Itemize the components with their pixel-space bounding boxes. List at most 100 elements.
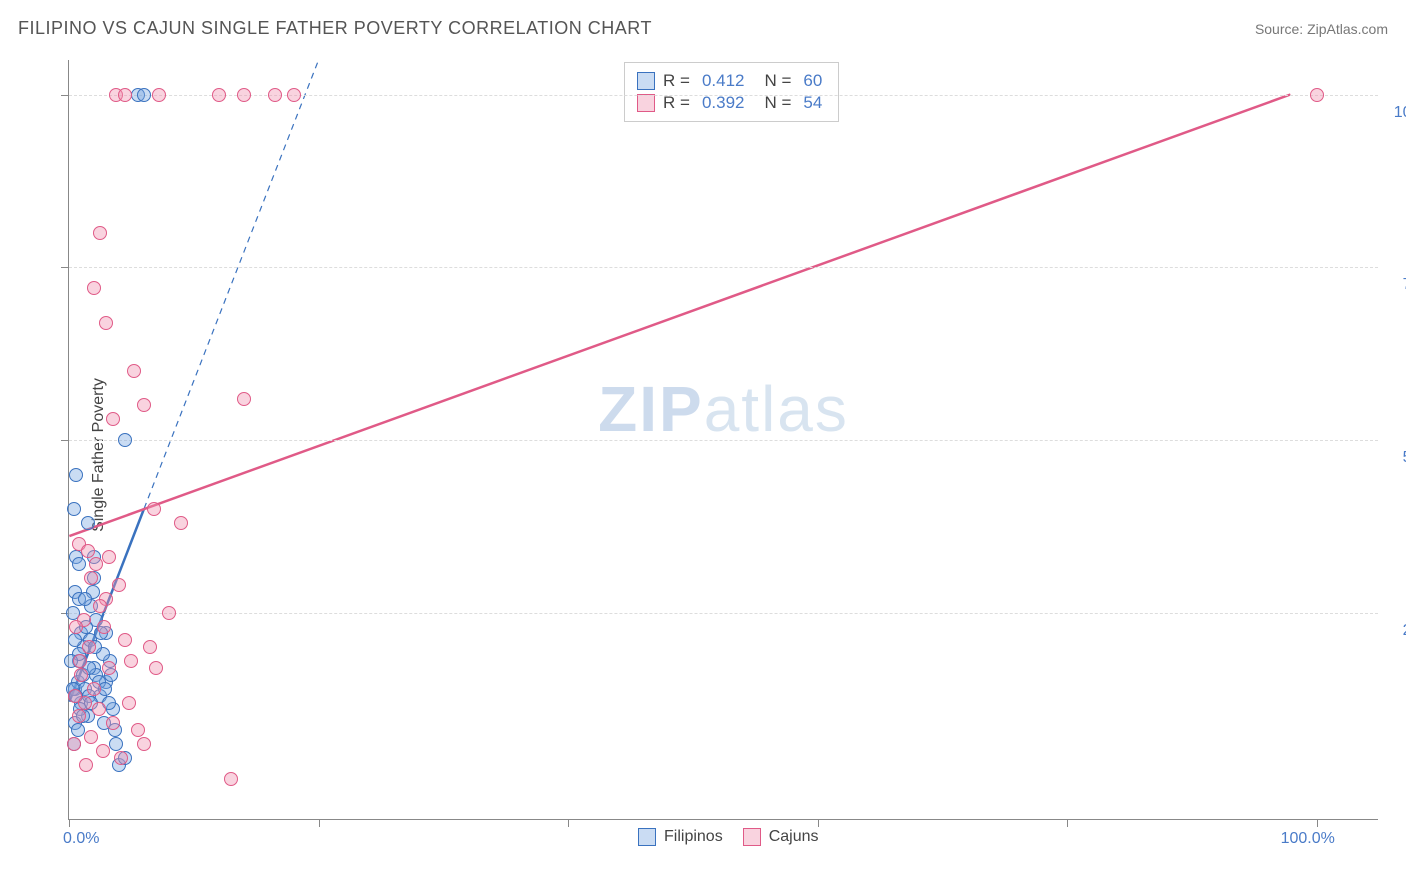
data-point [124,654,138,668]
gridline-h [69,440,1378,441]
data-point [69,689,83,703]
data-point [237,392,251,406]
stat-n-label: N = [764,93,791,113]
data-point [72,557,86,571]
data-point [109,737,123,751]
data-point [69,468,83,482]
data-point [76,668,90,682]
data-point [93,599,107,613]
data-point [112,578,126,592]
data-point [108,723,122,737]
data-point [96,647,110,661]
data-point [97,620,111,634]
data-point [224,772,238,786]
data-point [73,654,87,668]
series-legend: FilipinosCajuns [638,828,819,846]
data-point [84,571,98,585]
data-point [69,550,83,564]
data-point [98,682,112,696]
stat-r-value: 0.412 [702,71,745,91]
data-point [99,592,113,606]
data-point [72,537,86,551]
legend-swatch [638,828,656,846]
data-point [82,689,96,703]
stat-r-value: 0.392 [702,93,745,113]
x-axis-label: 100.0% [1281,830,1335,848]
data-point [77,640,91,654]
data-point [67,502,81,516]
data-point [118,751,132,765]
trend-line [69,509,144,702]
x-tick [568,819,569,827]
data-point [174,516,188,530]
data-point [81,544,95,558]
data-point [84,730,98,744]
trend-line [69,95,1290,537]
data-point [71,723,85,737]
data-point [89,557,103,571]
gridline-h [69,95,1378,96]
data-point [77,613,91,627]
data-point [102,661,116,675]
data-point [93,226,107,240]
data-point [68,682,82,696]
legend-item: Cajuns [743,828,819,846]
y-axis-label: 100.0% [1394,104,1406,122]
data-point [99,316,113,330]
data-point [106,716,120,730]
series-swatch [637,94,655,112]
data-point [72,592,86,606]
data-point [78,696,92,710]
trend-line [144,60,318,509]
data-point [104,668,118,682]
data-point [74,668,88,682]
data-point [73,702,87,716]
x-axis-label: 0.0% [63,830,99,848]
chart-container: Single Father Poverty ZIPatlas R =0.412N… [50,60,1380,850]
data-point [87,682,101,696]
y-tick [61,95,69,96]
data-point [76,709,90,723]
data-point [68,633,82,647]
data-point [84,696,98,710]
data-point [106,702,120,716]
data-point [93,689,107,703]
data-point [102,550,116,564]
data-point [72,654,86,668]
data-point [79,620,93,634]
data-point [82,661,96,675]
data-point [67,737,81,751]
data-point [89,613,103,627]
data-point [106,412,120,426]
data-point [74,626,88,640]
data-point [99,675,113,689]
data-point [67,737,81,751]
stats-legend-box: R =0.412N =60R =0.392N =54 [624,62,839,122]
data-point [87,281,101,295]
plot-area: ZIPatlas R =0.412N =60R =0.392N =54 25.0… [68,60,1378,820]
stats-row: R =0.412N =60 [637,71,826,91]
data-point [81,516,95,530]
data-point [96,744,110,758]
data-point [72,647,86,661]
y-axis-label: 50.0% [1403,449,1406,467]
stat-n-label: N = [764,71,791,91]
series-swatch [637,72,655,90]
data-point [87,571,101,585]
data-point [94,626,108,640]
legend-swatch [743,828,761,846]
x-tick [1317,819,1318,827]
data-point [97,716,111,730]
data-point [137,398,151,412]
data-point [102,696,116,710]
y-tick [61,267,69,268]
data-point [66,682,80,696]
data-point [82,640,96,654]
y-tick [61,440,69,441]
data-point [84,599,98,613]
data-point [87,550,101,564]
data-point [127,364,141,378]
data-point [69,620,83,634]
data-point [137,737,151,751]
data-point [92,702,106,716]
